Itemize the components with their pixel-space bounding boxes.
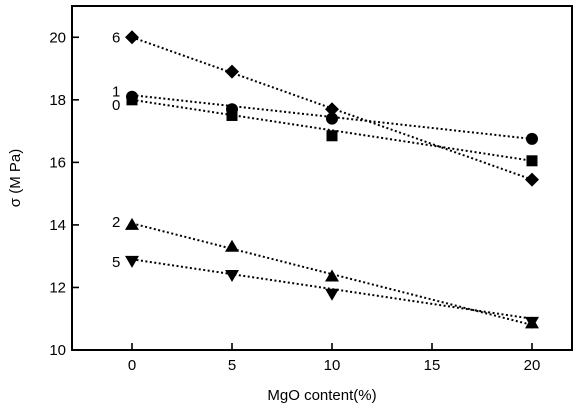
series-label-2: 2 [112, 214, 120, 231]
x-tick-label: 10 [324, 357, 341, 374]
marker-series-5 [225, 269, 239, 282]
marker-series-6 [125, 30, 139, 45]
marker-series-5 [525, 316, 539, 329]
series-label-1: 1 [112, 84, 120, 101]
x-tick-label: 20 [524, 357, 541, 374]
marker-series-0 [326, 130, 338, 142]
y-axis-title: σ (M Pa) [7, 149, 24, 207]
y-tick-label: 20 [49, 29, 66, 46]
series-label-5: 5 [112, 254, 120, 271]
series-label-0: 0 [112, 97, 120, 114]
x-tick-label: 5 [228, 357, 236, 374]
data-markers [125, 30, 539, 329]
marker-series-0 [126, 94, 138, 106]
marker-series-2 [125, 217, 139, 230]
marker-series-5 [325, 288, 339, 301]
x-tick-label: 0 [128, 357, 136, 374]
trend-line-series-2 [131, 222, 533, 326]
y-tick-label: 18 [49, 92, 66, 109]
marker-series-2 [325, 269, 339, 282]
trend-lines [131, 36, 533, 326]
marker-series-6 [525, 172, 539, 187]
series-labels: 6 10 2 5 [112, 29, 120, 271]
y-tick-label: 10 [49, 342, 66, 359]
series-label-6: 6 [112, 29, 120, 46]
x-tick-label: 15 [424, 357, 441, 374]
marker-series-5 [125, 255, 139, 268]
marker-series-2 [225, 239, 239, 252]
plot-frame [71, 5, 573, 351]
y-tick-label: 12 [49, 279, 66, 296]
marker-series-0 [226, 109, 238, 121]
marker-series-0 [526, 155, 538, 167]
x-axis-title: MgO content(%) [267, 387, 376, 404]
plot-border [71, 5, 573, 351]
y-tick-label: 14 [49, 217, 66, 234]
y-tick-label: 16 [49, 154, 66, 171]
marker-series-6 [325, 102, 339, 117]
marker-series-1 [526, 132, 538, 145]
marker-series-6 [225, 64, 239, 79]
marker-series-1 [326, 112, 338, 125]
